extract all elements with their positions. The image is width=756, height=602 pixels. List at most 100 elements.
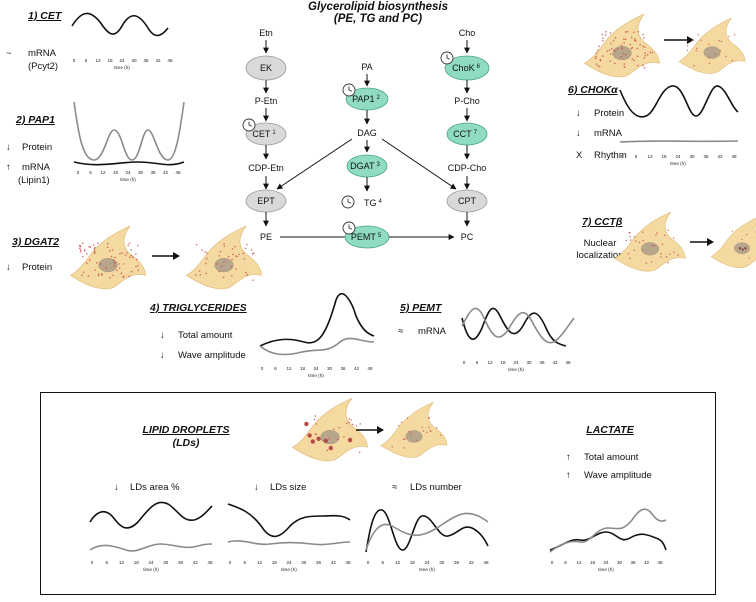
- panel-chok-title: 6) CHOKα: [568, 84, 618, 96]
- cell-chok-before-dot: [614, 62, 616, 65]
- plot-pap1-axis-tick: 48: [175, 170, 181, 175]
- panel-dgat2-text: Protein: [22, 262, 53, 273]
- cell-chok-before-dot: [594, 57, 597, 60]
- cell-dgat2-before-dot: [130, 249, 132, 251]
- cell-cctb-after-nucleus: [734, 242, 750, 254]
- cell-dgat2-before-dot: [93, 250, 96, 252]
- plot-ld-area-axis-tick: 30: [163, 560, 169, 565]
- plot-tg-axis-tick: 6: [274, 366, 277, 371]
- plot-tg-axis-tick: 36: [340, 366, 346, 371]
- cell-cctb-before-dot: [663, 234, 666, 237]
- plot-cet-axis: 0 6 12 18 24 30 36 42 48 time (h): [73, 58, 173, 70]
- label-pc: PC: [461, 232, 474, 242]
- cell-cctb-before-dot: [642, 239, 644, 242]
- cell-dgat2-before-dot: [128, 242, 131, 244]
- cell-chok-after-dot: [686, 49, 689, 52]
- cell-ld-before-dot: [355, 425, 358, 427]
- panel-lactate-sym-1: ↑: [566, 452, 571, 463]
- cell-cctb-before-dot: [660, 252, 662, 255]
- cell-chok-before-dot: [637, 30, 640, 33]
- plot-pemt-axis-tick: 30: [526, 360, 532, 365]
- cell-chok-before-dot: [643, 37, 645, 39]
- cell-cctb-before-dot: [660, 256, 662, 258]
- cell-chok-before-dot: [643, 57, 645, 59]
- plot-ld-size-axis-tick: 0: [229, 560, 232, 565]
- plot-ld-area-axis: 0 6 12 18 24 30 36 42 48 time (h): [91, 560, 213, 572]
- cell-cctb-before-dot: [629, 235, 631, 238]
- cell-chok-before-dot: [644, 46, 646, 49]
- cell-chok-before-dot: [604, 34, 607, 36]
- plot-tg-axis-tick: 48: [367, 366, 373, 371]
- cell-ld-after-dot: [426, 431, 428, 434]
- panel-chok-text-2: mRNA: [594, 128, 622, 139]
- cell-cctb-before-dot: [625, 239, 628, 242]
- cell-chok-after-nucleus: [703, 46, 721, 59]
- cell-dgat2-before-dot: [109, 276, 111, 279]
- cell-cctb-before-dot: [669, 253, 671, 256]
- plot-pemt-axis-tick: 48: [565, 360, 571, 365]
- plot-ld-number-axis-tick: 18: [410, 560, 416, 565]
- panel-dgat2-title: 3) DGAT2: [12, 236, 60, 248]
- cell-chok-before-dot: [623, 38, 625, 41]
- plot-cet-axis-label: time (h): [114, 65, 130, 70]
- cell-dgat2-after-dot: [231, 275, 233, 277]
- plot-ld-size-axis-tick: 12: [257, 560, 263, 565]
- panel-cctb-title: 7) CCTβ: [582, 216, 623, 228]
- panel-pemt-title: 5) PEMT: [400, 302, 442, 314]
- cell-dgat2-after-dot: [199, 273, 201, 276]
- cell-dgat2-before-dot: [99, 263, 102, 265]
- plot-pap1-axis-tick: 36: [150, 170, 156, 175]
- cell-dgat2-before-dot: [130, 270, 133, 273]
- plot-ld-area-axis-tick: 24: [148, 560, 154, 565]
- cell-dgat2-after-dot: [198, 270, 201, 272]
- cell-chok-before-dot: [639, 43, 641, 46]
- label-pa: PA: [361, 62, 372, 72]
- cell-chok-before-dot: [631, 58, 634, 60]
- cell-dgat2-after-dot: [250, 249, 253, 251]
- plot-ld-area-axis-tick: 36: [178, 560, 184, 565]
- cell-dgat2-after-dot: [230, 265, 233, 268]
- plot-ld-area-axis-tick: 42: [193, 560, 199, 565]
- cell-dgat2-before: [69, 225, 146, 290]
- cell-dgat2-after-dot: [234, 255, 237, 257]
- cell-cctb-after-dot: [746, 233, 748, 236]
- cell-chok-before-dot: [642, 64, 644, 67]
- plot-ld-number-grey-line: [365, 512, 489, 551]
- cell-dgat2-before-dot: [106, 242, 109, 245]
- plot-lactate-grey-line: [549, 508, 667, 553]
- plot-tg-axis-tick: 30: [327, 366, 333, 371]
- label-cdp-cho: CDP-Cho: [448, 163, 487, 173]
- plot-tg-grey-line: [259, 337, 375, 356]
- plot-ld-number-axis-tick: 42: [469, 560, 475, 565]
- plot-tg: 0 6 12 18 24 30 36 42 48 time (h): [259, 292, 375, 378]
- plot-ld-area-axis-label: time (h): [143, 567, 159, 572]
- label-pe: PE: [260, 232, 272, 242]
- cell-dgat2-before-dot: [129, 256, 131, 258]
- cell-chok-before-dot: [597, 49, 599, 52]
- cell-cctb-before-dot: [627, 253, 629, 255]
- cell-dgat2-before-dot: [93, 247, 96, 250]
- panel-pap1-sym-2: ↑: [6, 162, 11, 173]
- cell-dgat2-before-dot: [118, 263, 120, 265]
- cell-dgat2-before-dot: [97, 242, 99, 244]
- cell-dgat2-before-dot: [97, 274, 100, 277]
- cell-dgat2-before-dot: [122, 263, 125, 265]
- cell-dgat2-after-dot: [205, 272, 207, 275]
- cell-dgat2-before-dot: [124, 254, 127, 256]
- cell-cctb-before-dot: [655, 234, 657, 237]
- cell-ld-before-droplet: [316, 436, 321, 442]
- cell-chok-before-dot: [642, 45, 644, 48]
- cell-ld-after-dot: [428, 416, 430, 419]
- cell-dgat2-before-dot: [83, 249, 86, 252]
- cell-chok-before-dot: [598, 45, 600, 48]
- cell-cctb-before-dot: [633, 249, 636, 252]
- cell-dgat2-before-dot: [114, 256, 116, 259]
- cell-ld-before-droplet: [304, 421, 309, 427]
- cell-dgat2-before-dot: [81, 274, 83, 276]
- cell-dgat2-before-dot: [137, 264, 139, 267]
- panel-pap1-text-1: Protein: [22, 142, 53, 153]
- cell-ld-before-dot: [348, 421, 351, 424]
- cell-dgat2-after-dot: [195, 243, 198, 246]
- panel-dgat2-sym: ↓: [6, 262, 11, 273]
